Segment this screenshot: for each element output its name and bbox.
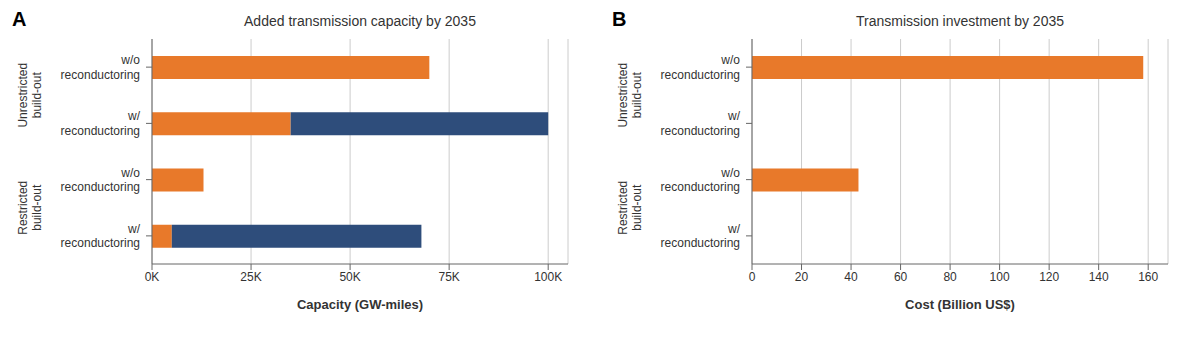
- svg-text:w/oreconductoring: w/oreconductoring: [661, 166, 741, 194]
- svg-text:80: 80: [943, 270, 957, 284]
- svg-text:Capacity (GW-miles): Capacity (GW-miles): [297, 297, 423, 312]
- html-text:Transmission investment by 203: Transmission investment by 2035: [856, 13, 1064, 29]
- svg-text:w/reconductoring: w/reconductoring: [661, 222, 741, 250]
- svg-text:100K: 100K: [534, 270, 562, 284]
- svg-text:w/reconductoring: w/reconductoring: [661, 109, 741, 137]
- svg-text:60: 60: [894, 270, 908, 284]
- svg-text:0K: 0K: [145, 270, 160, 284]
- svg-text:Cost (Billion US$): Cost (Billion US$): [905, 297, 1015, 312]
- svg-text:w/oreconductoring: w/oreconductoring: [661, 53, 741, 81]
- html-text:A: A: [12, 8, 27, 30]
- svg-text:Restrictedbuild-out: Restrictedbuild-out: [16, 181, 44, 235]
- svg-text:0: 0: [749, 270, 756, 284]
- html-text:B: B: [612, 8, 627, 30]
- svg-text:75K: 75K: [438, 270, 459, 284]
- svg-text:100: 100: [990, 270, 1010, 284]
- svg-text:160: 160: [1138, 270, 1158, 284]
- svg-text:w/oreconductoring: w/oreconductoring: [61, 53, 141, 81]
- html-text:Added transmission capacity by: Added transmission capacity by 2035: [244, 13, 476, 29]
- svg-text:w/oreconductoring: w/oreconductoring: [61, 166, 141, 194]
- svg-text:50K: 50K: [339, 270, 360, 284]
- svg-text:40: 40: [844, 270, 858, 284]
- svg-text:w/reconductoring: w/reconductoring: [61, 222, 141, 250]
- svg-text:w/reconductoring: w/reconductoring: [61, 109, 141, 137]
- svg-text:120: 120: [1039, 270, 1059, 284]
- svg-text:Unrestrictedbuild-out: Unrestrictedbuild-out: [16, 63, 44, 128]
- svg-text:Unrestrictedbuild-out: Unrestrictedbuild-out: [616, 63, 644, 128]
- svg-text:20: 20: [795, 270, 809, 284]
- svg-text:Restrictedbuild-out: Restrictedbuild-out: [616, 181, 644, 235]
- svg-text:25K: 25K: [240, 270, 261, 284]
- svg-text:140: 140: [1089, 270, 1109, 284]
